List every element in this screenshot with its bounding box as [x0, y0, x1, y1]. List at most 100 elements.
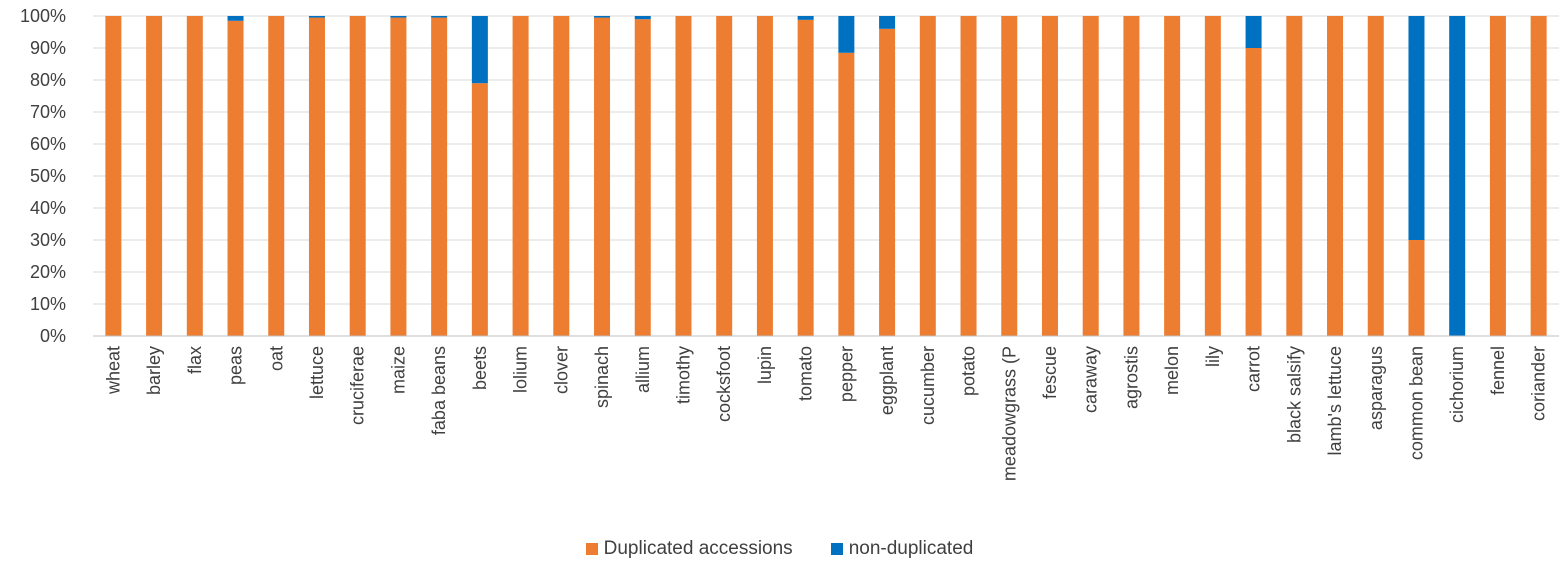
bar-duplicated	[431, 18, 447, 336]
y-tick-label: 50%	[30, 166, 66, 186]
x-tick-label: cruciferae	[348, 346, 368, 425]
legend: Duplicated accessions non-duplicated	[0, 538, 1559, 560]
x-tick-label: fescue	[1040, 346, 1060, 399]
bar-duplicated	[553, 16, 569, 336]
y-tick-label: 40%	[30, 198, 66, 218]
bar-non-duplicated	[1246, 16, 1262, 48]
x-tick-label: peas	[226, 346, 246, 385]
x-tick-label: asparagus	[1366, 346, 1386, 430]
x-tick-label: clover	[551, 346, 571, 394]
bar-non-duplicated	[838, 16, 854, 53]
bar-non-duplicated	[309, 16, 325, 18]
y-axis-tick-labels: 0% 10% 20% 30% 40% 50% 60% 70% 80% 90% 100%	[20, 6, 66, 346]
x-tick-label: lamb's lettuce	[1325, 346, 1345, 456]
legend-item-non-duplicated: non-duplicated	[831, 538, 974, 560]
y-tick-label: 60%	[30, 134, 66, 154]
x-tick-label: carrot	[1244, 346, 1264, 392]
y-tick-label: 100%	[20, 6, 66, 26]
bar-non-duplicated	[635, 16, 651, 19]
bar-duplicated	[798, 20, 814, 336]
bar-duplicated	[1286, 16, 1302, 336]
x-tick-label: barley	[144, 346, 164, 395]
bar-duplicated	[309, 18, 325, 336]
bar-duplicated	[675, 16, 691, 336]
bar-non-duplicated	[472, 16, 488, 83]
x-tick-label: lily	[1203, 346, 1223, 367]
bar-duplicated	[1164, 16, 1180, 336]
bar-duplicated	[961, 16, 977, 336]
x-tick-label: meadowgrass (P	[999, 346, 1019, 481]
x-tick-label: spinach	[592, 346, 612, 408]
bar-duplicated	[390, 18, 406, 336]
bar-duplicated	[757, 16, 773, 336]
y-tick-label: 70%	[30, 102, 66, 122]
bar-non-duplicated	[1408, 16, 1424, 240]
bar-non-duplicated	[1449, 16, 1465, 336]
y-tick-label: 20%	[30, 262, 66, 282]
bar-non-duplicated	[431, 16, 447, 18]
bar-duplicated	[1490, 16, 1506, 336]
bar-duplicated	[1246, 48, 1262, 336]
bar-duplicated	[1408, 240, 1424, 336]
x-tick-label: cichorium	[1447, 346, 1467, 423]
x-tick-label: fennel	[1488, 346, 1508, 395]
bar-duplicated	[594, 18, 610, 336]
bar-duplicated	[838, 53, 854, 336]
bar-duplicated	[1083, 16, 1099, 336]
x-tick-label: allium	[633, 346, 653, 393]
x-tick-label: eggplant	[877, 346, 897, 415]
legend-swatch-non-duplicated	[831, 543, 843, 555]
bar-duplicated	[146, 16, 162, 336]
bar-non-duplicated	[594, 16, 610, 18]
bar-duplicated	[268, 16, 284, 336]
bar-duplicated	[228, 21, 244, 336]
bar-duplicated	[879, 29, 895, 336]
legend-label-non-duplicated: non-duplicated	[849, 538, 974, 560]
x-tick-label: oat	[266, 346, 286, 371]
x-tick-label: pepper	[836, 346, 856, 402]
legend-swatch-duplicated	[586, 543, 598, 555]
x-tick-label: lupin	[755, 346, 775, 384]
x-axis-tick-labels: wheat barley flax peas oat lettuce cruciferae m…	[103, 346, 1548, 481]
y-tick-label: 90%	[30, 38, 66, 58]
x-tick-label: tomato	[796, 346, 816, 401]
y-tick-label: 0%	[40, 326, 66, 346]
bar-duplicated	[472, 83, 488, 336]
bar-non-duplicated	[879, 16, 895, 29]
x-tick-label: wheat	[103, 346, 123, 395]
x-tick-label: agrostis	[1121, 346, 1141, 409]
x-tick-label: maize	[388, 346, 408, 394]
x-tick-label: cocksfoot	[714, 346, 734, 422]
bar-duplicated	[1123, 16, 1139, 336]
x-tick-label: beets	[470, 346, 490, 390]
bar-duplicated	[1531, 16, 1547, 336]
x-tick-label: cucumber	[918, 346, 938, 425]
x-tick-label: lolium	[511, 346, 531, 393]
bar-duplicated	[716, 16, 732, 336]
bar-duplicated	[1368, 16, 1384, 336]
bar-duplicated	[920, 16, 936, 336]
x-tick-label: coriander	[1529, 346, 1549, 421]
x-tick-label: lettuce	[307, 346, 327, 399]
legend-item-duplicated: Duplicated accessions	[586, 538, 793, 560]
y-tick-label: 80%	[30, 70, 66, 90]
x-tick-label: caraway	[1081, 346, 1101, 413]
x-tick-label: timothy	[673, 346, 693, 404]
bar-non-duplicated	[798, 16, 814, 20]
x-tick-label: black salsify	[1284, 346, 1304, 443]
bar-duplicated	[1042, 16, 1058, 336]
bar-non-duplicated	[228, 16, 244, 21]
bar-non-duplicated	[390, 16, 406, 18]
legend-label-duplicated: Duplicated accessions	[604, 538, 793, 560]
bar-duplicated	[350, 16, 366, 336]
y-tick-label: 30%	[30, 230, 66, 250]
bar-duplicated	[1327, 16, 1343, 336]
bar-duplicated	[105, 16, 121, 336]
x-tick-label: flax	[185, 346, 205, 374]
bar-duplicated	[187, 16, 203, 336]
x-tick-label: common bean	[1406, 346, 1426, 460]
bar-duplicated	[635, 19, 651, 336]
bar-duplicated	[1205, 16, 1221, 336]
